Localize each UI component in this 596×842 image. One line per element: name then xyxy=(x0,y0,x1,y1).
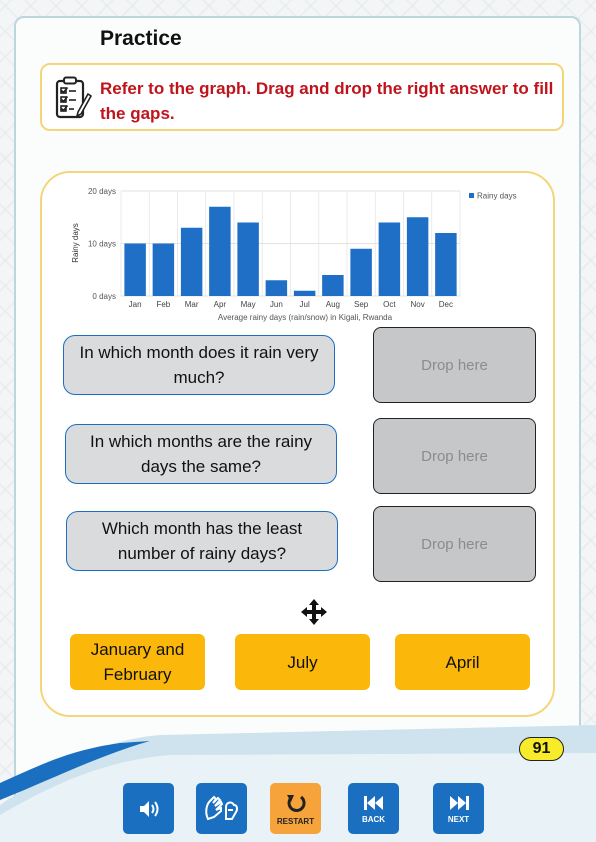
x-tick-label: Jun xyxy=(270,300,283,309)
x-tick-label: May xyxy=(241,300,256,309)
chart-x-ticks: Jan Feb Mar Apr May Jun Jul Aug Sep Oct Nov Dec xyxy=(129,300,453,309)
next-label: NEXT xyxy=(447,814,470,824)
bar-jun xyxy=(265,280,288,296)
clipboard-checklist-icon xyxy=(55,76,92,119)
instruction-text: Refer to the graph. Drag and drop the ri… xyxy=(100,79,554,123)
drop-zone-1[interactable]: Drop here xyxy=(373,327,536,403)
question-1: In which month does it rain very much? xyxy=(63,335,335,395)
x-tick-label: Apr xyxy=(214,300,227,309)
answer-january-february[interactable]: January and February xyxy=(70,634,205,690)
instruction-box: Refer to the graph. Drag and drop the ri… xyxy=(40,63,564,131)
answer-july[interactable]: July xyxy=(235,634,370,690)
sign-language-button[interactable] xyxy=(196,783,247,834)
bar-feb xyxy=(152,243,175,296)
chart-x-axis-label: Average rainy days (rain/snow) in Kigali… xyxy=(218,313,393,322)
y-tick-label: 20 days xyxy=(88,187,116,196)
x-tick-label: Dec xyxy=(439,300,453,309)
rewind-icon xyxy=(363,795,383,810)
bar-dec xyxy=(435,233,457,296)
restart-icon xyxy=(286,794,306,812)
next-button[interactable]: NEXT xyxy=(433,783,484,834)
x-tick-label: Oct xyxy=(383,300,396,309)
drop-zone-2[interactable]: Drop here xyxy=(373,418,536,494)
chart-grid xyxy=(120,190,461,297)
legend-label: Rainy days xyxy=(477,192,517,201)
sign-language-icon xyxy=(204,795,238,820)
chart-y-axis-label: Rainy days xyxy=(71,223,80,263)
x-tick-label: Nov xyxy=(411,300,425,309)
x-tick-label: Feb xyxy=(156,300,170,309)
x-tick-label: Sep xyxy=(354,300,369,309)
y-tick-label: 0 days xyxy=(92,292,116,301)
x-tick-label: Aug xyxy=(326,300,340,309)
restart-label: RESTART xyxy=(276,816,315,826)
drag-move-icon xyxy=(301,599,327,625)
restart-button[interactable]: RESTART xyxy=(270,783,321,834)
x-tick-label: Jul xyxy=(300,300,310,309)
bar-mar xyxy=(180,227,203,296)
answer-april[interactable]: April xyxy=(395,634,530,690)
speaker-icon xyxy=(139,800,158,817)
x-tick-label: Jan xyxy=(129,300,142,309)
bar-may xyxy=(237,222,259,296)
page-title: Practice xyxy=(100,27,182,50)
bar-nov xyxy=(406,217,429,296)
question-2: In which months are the rainy days the s… xyxy=(65,424,337,484)
audio-button[interactable] xyxy=(123,783,174,834)
back-button[interactable]: BACK xyxy=(348,783,399,834)
chart-y-ticks: 0 days 10 days 20 days xyxy=(88,187,116,301)
bar-oct xyxy=(378,222,401,296)
question-3: Which month has the least number of rain… xyxy=(66,511,338,571)
bar-aug xyxy=(322,275,344,296)
bar-jan xyxy=(124,243,146,296)
back-label: BACK xyxy=(361,814,386,824)
bar-jul xyxy=(293,290,316,296)
chart-bars xyxy=(124,206,457,296)
drop-zone-3[interactable]: Drop here xyxy=(373,506,536,582)
legend-swatch xyxy=(469,193,474,198)
y-tick-label: 10 days xyxy=(88,240,116,249)
x-tick-label: Mar xyxy=(185,300,199,309)
bar-apr xyxy=(209,206,231,296)
bar-sep xyxy=(350,248,372,296)
page-number-badge: 91 xyxy=(519,737,564,761)
fast-forward-icon xyxy=(449,795,469,810)
